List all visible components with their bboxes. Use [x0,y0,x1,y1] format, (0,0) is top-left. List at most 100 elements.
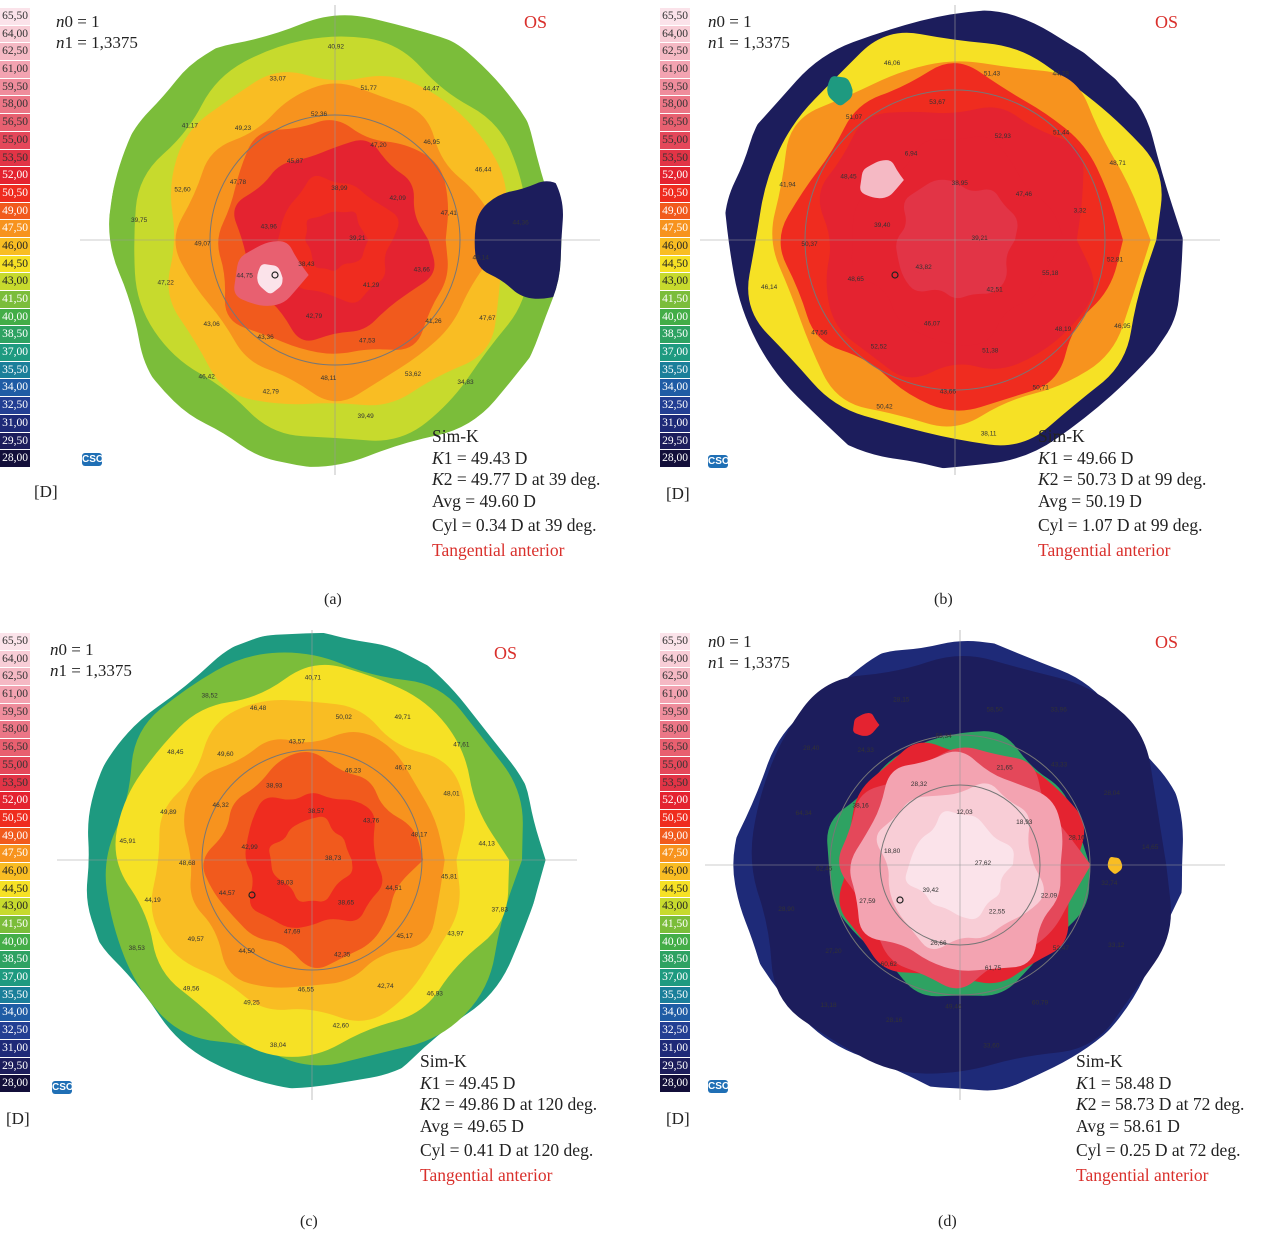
avg-readout: Avg = 49.60 D [432,490,536,511]
map-value-label: 58,50 [986,706,1003,713]
map-value-label: 42,51 [986,287,1003,294]
map-value-label: 42,35 [334,952,351,959]
scale-swatch: 58,00 [0,721,30,739]
map-value-label: 38,04 [270,1042,287,1049]
scale-swatch: 44,50 [660,880,690,898]
map-value-label: 42,99 [241,844,258,851]
scale-swatch: 46,00 [0,862,30,880]
avg-readout: Avg = 58.61 D [1076,1115,1180,1136]
map-value-label: 48,01 [443,791,460,798]
map-value-label: 49,71 [394,714,411,721]
map-value-label: 47,53 [359,338,376,345]
color-zone [269,816,353,902]
map-value-label: 43,33 [1051,761,1068,768]
scale-swatch: 44,50 [0,880,30,898]
map-value-label: 48,14 [473,255,490,262]
map-value-label: 46,42 [199,374,216,381]
map-value-label: 46,07 [924,321,941,328]
zone-ring [829,734,1091,996]
scale-swatch: 40,00 [0,933,30,951]
map-value-label: 6,94 [905,150,918,157]
eye-label: OS [494,643,518,663]
scale-swatch: 53,50 [660,149,690,167]
map-value-label: 41,26 [425,318,442,325]
scale-swatch: 38,50 [0,951,30,969]
color-scale: 65,50 64,00 62,50 61,00 59,50 58,00 56,50 55,00… [0,8,30,468]
map-value-label: 38,65 [338,899,355,906]
map-value-label: 47,22 [158,280,175,287]
scale-swatch: 40,00 [660,308,690,326]
map-value-label: 43,96 [261,223,278,230]
scale-swatch: 34,00 [0,379,30,397]
scale-swatch: 38,50 [660,951,690,969]
topography-map: 39,21 43,82 38,95 42,51 39,40 47,46 46,07 6,94 5… [700,5,1220,475]
map-value-label: 41,94 [779,182,796,189]
scale-swatch: 47,50 [0,845,30,862]
scale-swatch: 53,50 [660,774,690,792]
map-value-label: 44,50 [238,948,255,955]
map-value-label: 48,17 [411,832,428,839]
map-value-label: 48,71 [1110,160,1127,167]
map-value-label: 45,81 [441,874,458,881]
map-value-label: 28,15 [893,697,910,704]
map-value-label: 28,16 [886,1017,903,1024]
map-value-label: 51,44 [1053,129,1070,136]
n0-index: n0 = 1 [56,12,100,31]
scale-swatch: 35,50 [660,986,690,1004]
zone-ring [201,749,423,971]
map-value-label: 46,23 [345,767,362,774]
color-zone [257,264,283,294]
map-value-label: 46,44 [475,167,492,174]
scale-swatch: 46,00 [0,237,30,255]
scale-swatch: 56,50 [0,739,30,756]
map-value-label: 44,75 [237,272,254,279]
scale-swatch: 53,50 [0,149,30,167]
cyl-readout: Cyl = 0.25 D at 72 deg. [1076,1140,1241,1160]
map-value-label: 64,34 [795,810,812,817]
scale-swatch: 49,00 [0,202,30,220]
simk-title: Sim-K [1076,1051,1123,1071]
map-value-label: 38,52 [201,692,218,699]
map-value-label: 37,83 [492,906,509,913]
map-value-label: 28,40 [803,745,820,752]
simk-block: Sim-K K1 = 49.43 D K2 = 49.77 D at 39 de… [432,426,600,561]
unit-label: [D] [34,482,58,501]
scale-swatch: 58,00 [660,96,690,114]
scale-swatch: 59,50 [660,703,690,721]
map-value-label: 50,37 [801,241,818,248]
panel-caption: (c) [300,1213,318,1230]
map-value-label: 12,03 [956,809,973,816]
scale-swatch: 29,50 [0,432,30,450]
eye-label: OS [1155,632,1179,652]
scale-swatch: 35,50 [660,361,690,379]
map-value-label: 39,75 [131,217,148,224]
map-value-label: 43,82 [915,264,932,271]
scale-swatch: 55,00 [0,131,30,149]
apex-marker [271,271,279,279]
k2-readout: K2 = 58.73 D at 72 deg. [1076,1094,1245,1114]
map-value-label: 13,18 [820,1002,837,1009]
scale-swatch: 50,50 [660,184,690,202]
n1-index: n1 = 1,3375 [708,33,790,52]
scale-swatch: 34,00 [660,379,690,397]
scale-swatch: 41,50 [660,291,690,308]
scale-swatch: 59,50 [0,703,30,721]
map-value-label: 48,19 [1055,326,1072,333]
scale-swatch: 49,00 [0,827,30,845]
map-value-label: 43,36 [257,334,274,341]
map-value-label: 38,99 [331,185,348,192]
scale-swatch: 59,50 [660,78,690,96]
scale-swatch: 43,00 [0,898,30,915]
map-value-label: 47,78 [230,179,247,186]
map-value-label: 48,45 [840,173,857,180]
scale-swatch: 28,00 [0,450,30,467]
scale-swatch: 34,00 [660,1004,690,1022]
scale-swatch: 47,50 [0,220,30,237]
color-zone [853,712,880,736]
cyl-readout: Cyl = 0.41 D at 120 deg. [420,1140,594,1160]
n0-index: n0 = 1 [708,12,752,31]
topography-map: 38,73 39,03 38,57 38,65 42,99 43,76 47,69 38,93… [57,630,577,1100]
zone-ring [209,114,461,366]
map-value-label: 40,92 [328,44,345,51]
map-value-label: 51,07 [846,114,863,121]
